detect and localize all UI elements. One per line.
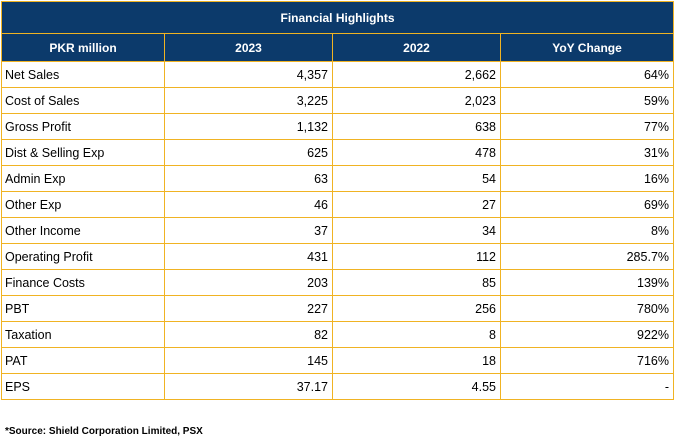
table-row: PAT 145 18 716%	[1, 347, 675, 374]
value-2023: 145	[164, 347, 333, 374]
yoy-change-value: 77%	[499, 113, 675, 140]
row-label: Other Exp	[1, 191, 165, 218]
value-2023: 37.17	[164, 373, 333, 400]
table-row: Other Income 37 34 8%	[1, 217, 675, 244]
source-note: *Source: Shield Corporation Limited, PSX	[5, 426, 203, 437]
financial-highlights-table: Financial Highlights PKR million 2023 20…	[0, 1, 675, 400]
row-label: Admin Exp	[1, 165, 165, 192]
value-2022: 2,662	[332, 61, 501, 88]
table-row: Taxation 82 8 922%	[1, 321, 675, 348]
value-2022: 85	[332, 269, 501, 296]
table-row: Admin Exp 63 54 16%	[1, 165, 675, 192]
value-2023: 63	[164, 165, 333, 192]
row-label: Taxation	[1, 321, 165, 348]
yoy-change-value: 31%	[499, 139, 675, 166]
value-2023: 82	[164, 321, 333, 348]
yoy-change-value: 285.7%	[499, 243, 675, 270]
row-label: Operating Profit	[1, 243, 165, 270]
table-row: Finance Costs 203 85 139%	[1, 269, 675, 296]
row-label: Finance Costs	[1, 269, 165, 296]
table-header-row: PKR million 2023 2022 YoY Change	[1, 33, 675, 62]
column-header-2023: 2023	[164, 33, 333, 62]
table-title-row: Financial Highlights	[0, 1, 675, 34]
value-2023: 46	[164, 191, 333, 218]
table-row: Dist & Selling Exp 625 478 31%	[1, 139, 675, 166]
value-2023: 227	[164, 295, 333, 322]
value-2022: 8	[332, 321, 501, 348]
value-2023: 625	[164, 139, 333, 166]
table-row: Operating Profit 431 112 285.7%	[1, 243, 675, 270]
row-label: Cost of Sales	[1, 87, 165, 114]
value-2023: 203	[164, 269, 333, 296]
value-2022: 256	[332, 295, 501, 322]
row-label: Net Sales	[1, 61, 165, 88]
value-2022: 4.55	[332, 373, 501, 400]
yoy-change-value: 8%	[499, 217, 675, 244]
table-row: PBT 227 256 780%	[1, 295, 675, 322]
value-2023: 1,132	[164, 113, 333, 140]
row-label: PBT	[1, 295, 165, 322]
column-header-yoy-change: YoY Change	[499, 33, 675, 62]
value-2022: 27	[332, 191, 501, 218]
yoy-change-value: -	[499, 373, 675, 400]
value-2023: 4,357	[164, 61, 333, 88]
yoy-change-value: 780%	[499, 295, 675, 322]
column-header-2022: 2022	[332, 33, 501, 62]
yoy-change-value: 16%	[499, 165, 675, 192]
value-2022: 478	[332, 139, 501, 166]
value-2022: 34	[332, 217, 501, 244]
table-title: Financial Highlights	[0, 1, 675, 34]
row-label: Other Income	[1, 217, 165, 244]
value-2022: 54	[332, 165, 501, 192]
row-label: Dist & Selling Exp	[1, 139, 165, 166]
table-body: Net Sales 4,357 2,662 64% Cost of Sales 3,225…	[1, 61, 675, 400]
value-2023: 431	[164, 243, 333, 270]
column-header-metric: PKR million	[1, 33, 165, 62]
table-row: Cost of Sales 3,225 2,023 59%	[1, 87, 675, 114]
yoy-change-value: 139%	[499, 269, 675, 296]
yoy-change-value: 59%	[499, 87, 675, 114]
yoy-change-value: 922%	[499, 321, 675, 348]
table-row: Net Sales 4,357 2,662 64%	[1, 61, 675, 88]
value-2022: 638	[332, 113, 501, 140]
yoy-change-value: 64%	[499, 61, 675, 88]
yoy-change-value: 69%	[499, 191, 675, 218]
value-2023: 37	[164, 217, 333, 244]
value-2022: 2,023	[332, 87, 501, 114]
table-row: Gross Profit 1,132 638 77%	[1, 113, 675, 140]
value-2022: 112	[332, 243, 501, 270]
row-label: Gross Profit	[1, 113, 165, 140]
row-label: EPS	[1, 373, 165, 400]
table-row: Other Exp 46 27 69%	[1, 191, 675, 218]
value-2022: 18	[332, 347, 501, 374]
row-label: PAT	[1, 347, 165, 374]
financial-highlights-panel: Financial Highlights PKR million 2023 20…	[0, 1, 675, 400]
value-2023: 3,225	[164, 87, 333, 114]
yoy-change-value: 716%	[499, 347, 675, 374]
table-row: EPS 37.17 4.55-	[1, 373, 675, 400]
